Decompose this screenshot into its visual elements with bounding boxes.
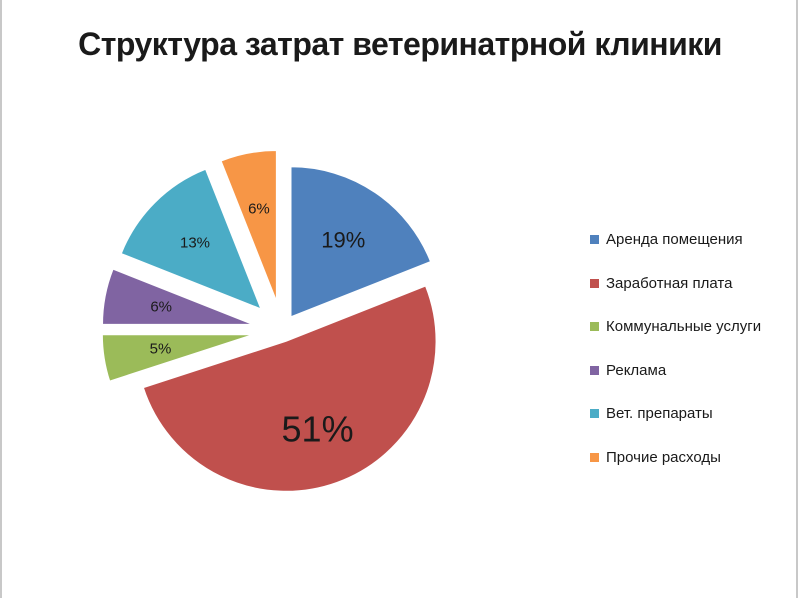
legend-label: Аренда помещения xyxy=(606,231,743,249)
legend-label: Заработная плата xyxy=(606,274,733,292)
pie-slice xyxy=(142,285,437,492)
pie-slice xyxy=(102,268,253,325)
legend-swatch xyxy=(590,322,599,332)
pie-slice xyxy=(120,168,262,310)
legend-item: Аренда помещения xyxy=(590,218,795,262)
slice-data-label: 19% xyxy=(321,227,365,252)
legend-label: Коммунальные услуги xyxy=(606,318,762,336)
legend-item: Вет. препараты xyxy=(590,392,795,436)
legend-label: Реклама xyxy=(606,361,667,379)
legend-label: Прочие расходы xyxy=(606,448,721,466)
legend-swatch xyxy=(590,365,599,375)
legend-label: Вет. препараты xyxy=(606,405,713,423)
slice-data-label: 5% xyxy=(150,341,172,358)
legend-swatch xyxy=(590,235,599,245)
legend-item: Реклама xyxy=(590,349,795,393)
slice-data-label: 6% xyxy=(248,201,270,218)
pie-slice xyxy=(290,166,432,318)
pie-slice xyxy=(220,150,277,301)
slice-data-label: 13% xyxy=(180,235,210,252)
chart-title: Структура затрат ветеринатрной клиники xyxy=(78,26,722,62)
legend-item: Заработная плата xyxy=(590,262,795,306)
legend-swatch xyxy=(590,409,599,419)
legend-item: Коммунальные услуги xyxy=(590,305,795,349)
slice-data-label: 6% xyxy=(150,298,172,315)
slice-data-label: 51% xyxy=(282,408,354,449)
legend-swatch xyxy=(590,278,599,288)
legend-swatch xyxy=(590,452,599,462)
chart-legend: Аренда помещения Заработная плата Коммунал… xyxy=(590,218,795,479)
pie-slice xyxy=(101,334,253,382)
legend-item: Прочие расходы xyxy=(590,436,795,480)
